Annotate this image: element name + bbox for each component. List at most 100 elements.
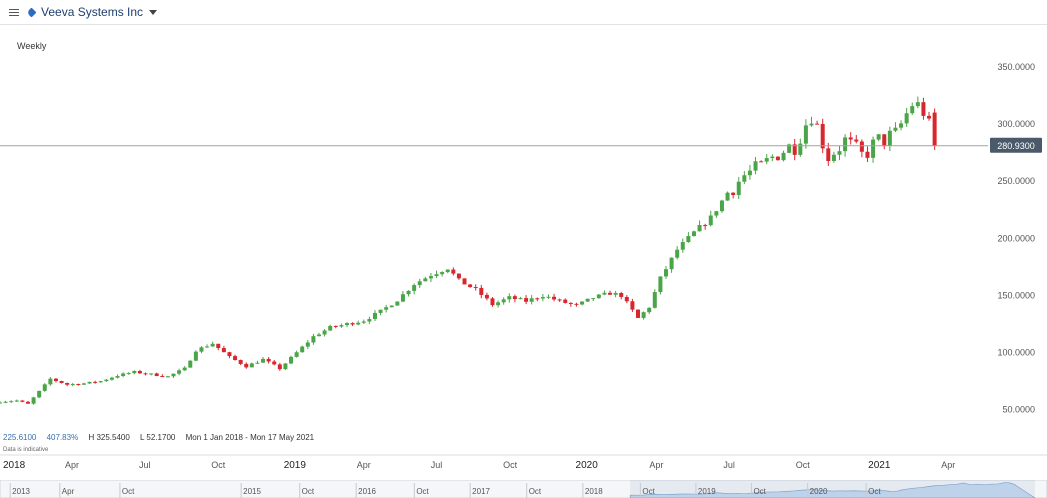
candle-down xyxy=(468,284,473,288)
candle-up xyxy=(205,346,210,348)
candle-up xyxy=(42,384,47,391)
interval-label[interactable]: Weekly xyxy=(17,41,47,51)
chart-stats: 225.6100 407.83% H 325.5400 L 52.1700 Mo… xyxy=(3,433,322,442)
candle-down xyxy=(479,287,484,295)
candle-up xyxy=(781,152,786,161)
candle-down xyxy=(563,299,568,303)
candle-up xyxy=(663,269,668,277)
candle-down xyxy=(882,134,887,146)
instrument-title[interactable]: Veeva Systems Inc xyxy=(41,5,144,19)
candle-down xyxy=(451,269,456,274)
candle-up xyxy=(0,402,2,404)
candle-up xyxy=(255,362,260,364)
candle-up xyxy=(165,376,170,378)
candle-up xyxy=(887,130,892,146)
candle-down xyxy=(552,296,557,300)
candle-down xyxy=(244,363,249,368)
candle-down xyxy=(59,381,64,384)
last-price-tag xyxy=(990,137,1042,153)
x-tick-label: 2018 xyxy=(3,460,26,471)
candle-up xyxy=(81,383,86,385)
candle-up xyxy=(915,102,920,107)
candle-up xyxy=(428,276,433,279)
candle-up xyxy=(339,325,344,327)
candle-up xyxy=(787,144,792,153)
candle-down xyxy=(76,384,81,386)
candle-up xyxy=(378,309,383,313)
candle-down xyxy=(20,400,25,402)
candle-up xyxy=(714,211,719,216)
candle-up xyxy=(691,231,696,237)
candle-down xyxy=(93,381,98,383)
candle-up xyxy=(871,139,876,158)
candle-up xyxy=(104,379,109,382)
candle-up xyxy=(412,285,417,291)
candle-up xyxy=(344,323,349,326)
candle-down xyxy=(350,323,355,325)
candle-up xyxy=(770,156,775,159)
navigator-label: Oct xyxy=(642,487,655,496)
y-tick-label: 150.0000 xyxy=(997,290,1035,300)
navigator-label: Oct xyxy=(122,487,135,496)
candle-down xyxy=(524,298,529,302)
menu-icon[interactable] xyxy=(9,8,19,16)
candle-up xyxy=(37,390,42,398)
candle-down xyxy=(154,373,159,376)
candle-up xyxy=(395,301,400,306)
candle-up xyxy=(305,342,310,347)
candlestick-chart[interactable]: 50.0000 100.0000 150.0000 200.0000 250.0000 3… xyxy=(0,24,1047,474)
candle-down xyxy=(512,296,517,300)
candle-up xyxy=(361,321,366,323)
candle-down xyxy=(630,301,635,310)
candle-up xyxy=(445,269,450,273)
candle-up xyxy=(596,294,601,299)
candle-up xyxy=(669,257,674,270)
candle-down xyxy=(557,299,562,301)
disclaimer: Data is indicative xyxy=(3,447,49,453)
caret-down-icon[interactable] xyxy=(149,9,158,15)
x-tick-label: 2020 xyxy=(576,460,599,471)
navigator-label: 2020 xyxy=(810,487,828,496)
candle-down xyxy=(266,358,271,362)
candle-up xyxy=(876,134,881,140)
candle-up xyxy=(540,297,545,299)
candle-up xyxy=(115,376,120,378)
navigator-label: 2018 xyxy=(585,487,603,496)
candle-down xyxy=(221,348,226,353)
candle-up xyxy=(14,400,19,402)
candle-up xyxy=(764,158,769,162)
candle-down xyxy=(143,373,148,375)
candle-down xyxy=(238,360,243,364)
navigator-label: Oct xyxy=(529,487,542,496)
candle-up xyxy=(736,181,741,196)
candle-up xyxy=(658,276,663,293)
navigator-area xyxy=(629,482,1036,498)
candle-up xyxy=(585,298,590,302)
candle-up xyxy=(193,351,198,361)
x-tick-label: Apr xyxy=(65,460,79,470)
candle-up xyxy=(675,249,680,258)
x-tick-label: Jul xyxy=(139,460,151,470)
y-tick-label: 300.0000 xyxy=(997,119,1035,129)
candle-up xyxy=(98,381,103,383)
candle-down xyxy=(216,343,221,349)
x-tick-label: Oct xyxy=(796,460,811,470)
candle-up xyxy=(48,378,53,385)
navigator[interactable]: 2013 Apr Oct 2015 Oct 2016 Oct 2017 Oct 2018 Oct 20… xyxy=(0,480,1047,498)
candle-up xyxy=(697,225,702,232)
candle-up xyxy=(546,296,551,298)
candle-down xyxy=(619,292,624,297)
candle-up xyxy=(434,274,439,277)
x-tick-label: 2021 xyxy=(868,460,891,471)
candle-up xyxy=(289,356,294,364)
candles xyxy=(0,96,937,405)
candle-down xyxy=(568,302,573,304)
candle-down xyxy=(820,123,825,149)
candle-up xyxy=(507,296,512,300)
navigator-label: Oct xyxy=(416,487,429,496)
x-tick-label: Apr xyxy=(649,460,663,470)
candle-down xyxy=(65,383,70,385)
x-tick-label: Jul xyxy=(723,460,735,470)
candle-down xyxy=(865,151,870,158)
candle-up xyxy=(283,363,288,370)
